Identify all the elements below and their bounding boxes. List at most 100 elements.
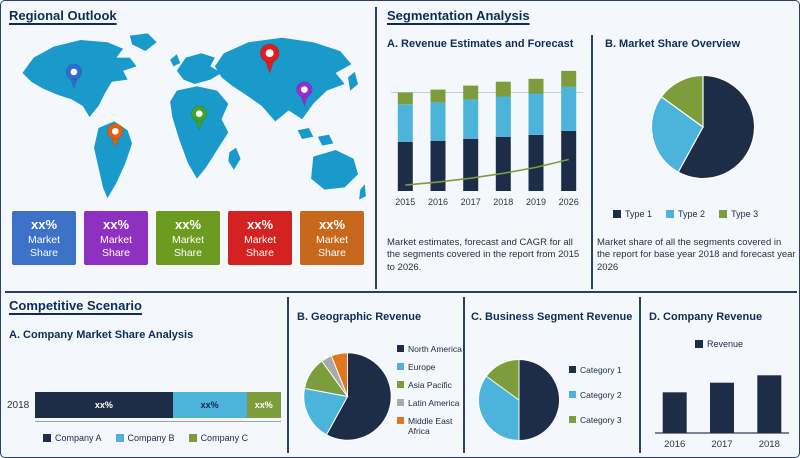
share-percent: xx% bbox=[246, 217, 274, 233]
share-percent: xx% bbox=[102, 217, 130, 233]
continent-australia bbox=[311, 150, 359, 190]
company-revenue-legend: Revenue bbox=[695, 339, 743, 349]
segment-value: xx% bbox=[200, 400, 219, 410]
geographic-revenue-pie-chart bbox=[303, 352, 392, 441]
svg-text:2019: 2019 bbox=[526, 197, 546, 207]
market-share-legend: Type 1 Type 2 Type 3 bbox=[613, 209, 758, 219]
divider-horizontal bbox=[5, 291, 797, 293]
legend-swatch-icon bbox=[695, 340, 703, 348]
segment-value: xx% bbox=[254, 400, 273, 410]
divider-vertical-5 bbox=[639, 297, 641, 453]
company-a-segment: xx% bbox=[35, 392, 173, 418]
legend-swatch-icon bbox=[115, 434, 124, 442]
share-label: Market Share bbox=[315, 234, 349, 259]
legend-label: Europe bbox=[408, 362, 436, 372]
island-japan bbox=[347, 71, 359, 91]
legend-item-company-c: Company C bbox=[188, 433, 248, 443]
islands-southeast-asia-2 bbox=[317, 134, 334, 146]
revenue-forecast-chart: 2015 2016 2017 2018 2019 2026 bbox=[391, 70, 583, 207]
continent-africa bbox=[170, 86, 229, 179]
continents bbox=[22, 33, 366, 200]
legend-label: Category 3 bbox=[580, 415, 622, 425]
share-label: Market Share bbox=[27, 234, 61, 259]
regional-share-boxes: xx% Market Share xx% Market Share xx% Ma… bbox=[12, 211, 364, 265]
legend-label: Type 2 bbox=[678, 209, 706, 219]
revenue-forecast-caption: Market estimates, forecast and CAGR for … bbox=[387, 237, 580, 273]
share-percent: xx% bbox=[30, 217, 58, 233]
pie-slice bbox=[677, 74, 756, 180]
legend-label: Middle East Africa bbox=[408, 416, 453, 437]
market-share-box-red: xx% Market Share bbox=[228, 211, 292, 265]
share-label: Market Share bbox=[99, 234, 133, 259]
map-pin-asia bbox=[296, 81, 313, 107]
company-share-stacked-bar: xx% xx% xx% bbox=[35, 392, 281, 418]
regional-outlook-title: Regional Outlook bbox=[9, 8, 117, 23]
segment-value: xx% bbox=[94, 400, 113, 410]
legend-swatch-icon bbox=[666, 210, 675, 218]
legend-label: Category 1 bbox=[580, 365, 622, 375]
market-share-overview-heading: B. Market Share Overview bbox=[605, 38, 741, 50]
segmentation-title: Segmentation Analysis bbox=[387, 8, 530, 23]
legend-label: Latin America bbox=[408, 398, 460, 408]
company-revenue-bar-chart: 2016 2017 2018 bbox=[655, 375, 789, 450]
business-segment-heading: C. Business Segment Revenue bbox=[471, 311, 633, 323]
geographic-revenue-legend: North America Europe Asia Pacific Latin … bbox=[397, 344, 462, 436]
legend-item-type-2: Type 2 bbox=[666, 209, 705, 219]
legend-item-revenue: Revenue bbox=[695, 339, 743, 349]
market-share-box-purple: xx% Market Share bbox=[84, 211, 148, 265]
company-share-legend: Company A Company B Company C bbox=[43, 433, 248, 443]
svg-text:2016: 2016 bbox=[664, 439, 685, 450]
map-pin-north-america bbox=[65, 63, 83, 90]
islands-southeast-asia-1 bbox=[297, 128, 314, 139]
world-map bbox=[22, 33, 366, 200]
legend-item-category-3: Category 3 bbox=[569, 415, 622, 425]
legend-swatch-icon bbox=[188, 434, 197, 442]
map-pin-africa bbox=[191, 105, 208, 132]
share-percent: xx% bbox=[318, 217, 346, 233]
pie-slice bbox=[478, 375, 520, 441]
legend-swatch-icon bbox=[397, 399, 404, 406]
legend-swatch-icon bbox=[719, 210, 728, 218]
legend-swatch-icon bbox=[569, 416, 576, 423]
legend-swatch-icon bbox=[569, 366, 576, 373]
island-new-zealand bbox=[359, 184, 366, 200]
company-share-axis-line bbox=[35, 421, 281, 422]
market-share-box-green: xx% Market Share bbox=[156, 211, 220, 265]
legend-item-asia-pacific: Asia Pacific bbox=[397, 380, 462, 390]
continent-asia bbox=[214, 37, 352, 122]
legend-swatch-icon bbox=[397, 363, 404, 370]
legend-item-type-1: Type 1 bbox=[613, 209, 652, 219]
svg-text:2017: 2017 bbox=[711, 439, 732, 450]
legend-item-company-a: Company A bbox=[43, 433, 102, 443]
market-share-box-orange: xx% Market Share bbox=[300, 211, 364, 265]
legend-label: Category 2 bbox=[580, 390, 622, 400]
continent-south-america bbox=[94, 121, 133, 199]
divider-vertical-2 bbox=[591, 35, 593, 289]
divider-vertical-4 bbox=[463, 297, 465, 453]
pie-slice bbox=[325, 352, 392, 441]
legend-label: Company A bbox=[55, 433, 102, 443]
market-share-caption: Market share of all the segments covered… bbox=[597, 237, 796, 273]
market-share-pie-chart bbox=[650, 74, 756, 180]
business-segment-legend: Category 1 Category 2 Category 3 bbox=[569, 365, 622, 425]
pie-slice bbox=[303, 387, 349, 436]
divider-vertical-3 bbox=[287, 297, 289, 453]
continent-north-america bbox=[22, 40, 137, 117]
company-share-year-label: 2018 bbox=[7, 400, 30, 411]
company-revenue-heading: D. Company Revenue bbox=[649, 311, 763, 323]
legend-label: Revenue bbox=[707, 339, 744, 349]
legend-label: Company B bbox=[127, 433, 175, 443]
pie-slice bbox=[518, 359, 560, 441]
legend-item-category-1: Category 1 bbox=[569, 365, 622, 375]
legend-item-middle-east-africa: Middle East Africa bbox=[397, 416, 462, 436]
island-uk bbox=[170, 54, 181, 67]
legend-label: North America bbox=[408, 344, 462, 354]
svg-text:2017: 2017 bbox=[461, 197, 481, 207]
svg-text:2016: 2016 bbox=[428, 197, 448, 207]
continent-greenland bbox=[129, 33, 157, 51]
island-madagascar bbox=[228, 147, 241, 170]
legend-swatch-icon bbox=[397, 417, 404, 424]
share-label: Market Share bbox=[171, 234, 205, 259]
pie-slice bbox=[485, 359, 520, 401]
